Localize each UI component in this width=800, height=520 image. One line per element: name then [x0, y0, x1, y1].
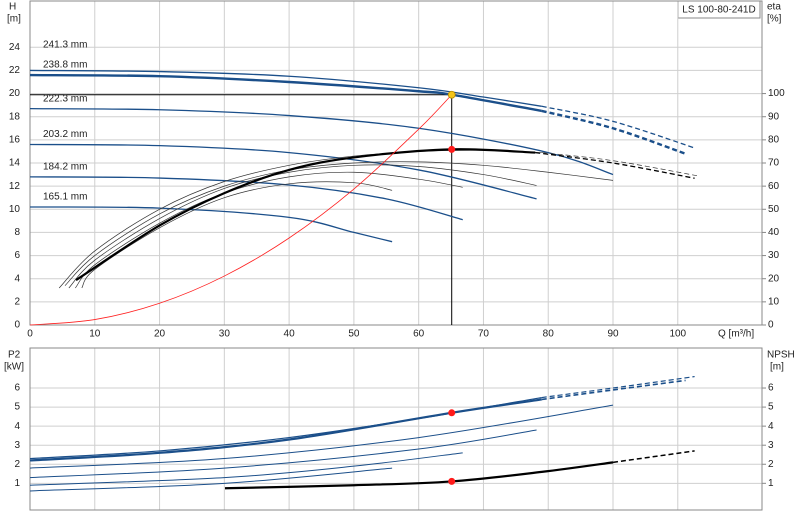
y-tick-label: 1: [14, 478, 20, 489]
curve: [29, 107, 614, 176]
x-axis-label: Q [m³/h]: [718, 329, 754, 340]
curve: [224, 461, 614, 490]
curve-label: 184.2 mm: [43, 162, 87, 173]
curve-label: 238.8 mm: [43, 60, 87, 71]
y2-tick-label: 50: [768, 204, 780, 215]
y2-tick-label: 1: [768, 478, 774, 489]
y-tick-label: 6: [14, 383, 20, 394]
duty-point: [447, 90, 456, 99]
duty-point: [448, 145, 456, 153]
y2-tick-label: 6: [768, 383, 774, 394]
y2-axis-label: eta: [767, 2, 781, 13]
curve: [68, 164, 537, 289]
y-tick-label: 2: [14, 296, 20, 307]
curve: [29, 176, 463, 221]
curve: [541, 375, 695, 399]
y2-tick-label: 2: [768, 459, 774, 470]
y-tick-label: 22: [9, 65, 21, 76]
x-tick-label: 0: [27, 329, 33, 340]
curve: [535, 151, 695, 179]
y-tick-label: 12: [9, 181, 21, 192]
y-tick-label: 18: [9, 111, 21, 122]
curve: [64, 161, 614, 286]
x-tick-label: 80: [543, 329, 555, 340]
curve: [29, 404, 614, 469]
curve: [541, 105, 695, 149]
y-axis-label: H: [9, 2, 16, 13]
y2-tick-label: 10: [768, 296, 780, 307]
y-tick-label: 4: [14, 273, 20, 284]
y-tick-label: 6: [14, 250, 20, 261]
y2-tick-label: 4: [768, 421, 774, 432]
y-tick-label: 20: [9, 88, 21, 99]
y-tick-label: 10: [9, 204, 21, 215]
y-tick-label: 8: [14, 227, 20, 238]
y2-tick-label: 40: [768, 227, 780, 238]
y-tick-label: 3: [14, 440, 20, 451]
y2-axis-label: NPSH: [767, 350, 795, 361]
x-tick-label: 100: [669, 329, 686, 340]
curve: [29, 452, 463, 486]
x-tick-label: 20: [154, 329, 166, 340]
x-tick-label: 60: [413, 329, 425, 340]
curve: [29, 467, 393, 492]
y-tick-label: 16: [9, 134, 21, 145]
y2-tick-label: 20: [768, 273, 780, 284]
y2-axis-unit: [%]: [767, 14, 782, 25]
y-tick-label: 14: [9, 158, 21, 169]
curve: [75, 171, 463, 289]
y2-axis-unit: [m]: [770, 362, 784, 373]
duty-point: [448, 409, 456, 417]
chart-title: LS 100-80-241D: [682, 5, 755, 16]
x-tick-label: 70: [478, 329, 490, 340]
duty-point: [448, 477, 456, 485]
y-axis-unit: [kW]: [4, 362, 24, 373]
x-tick-label: 90: [607, 329, 619, 340]
curve-label: 241.3 mm: [43, 40, 87, 51]
curve: [81, 181, 393, 289]
y2-tick-label: 30: [768, 250, 780, 261]
plot-frame: [29, 347, 763, 511]
y2-tick-label: 0: [768, 320, 774, 331]
curve-label: 222.3 mm: [43, 93, 87, 104]
y-axis-label: P2: [8, 350, 21, 361]
curve: [29, 429, 537, 479]
curve: [541, 152, 698, 177]
curve: [29, 398, 542, 462]
x-tick-label: 30: [219, 329, 231, 340]
curve: [541, 379, 686, 401]
y2-tick-label: 70: [768, 158, 780, 169]
y2-tick-label: 80: [768, 134, 780, 145]
y2-tick-label: 5: [768, 402, 774, 413]
curve: [29, 69, 542, 107]
y-tick-label: 0: [14, 320, 20, 331]
y-tick-label: 2: [14, 459, 20, 470]
plot-frame: [29, 0, 763, 326]
x-tick-label: 50: [348, 329, 360, 340]
y2-tick-label: 100: [768, 88, 785, 99]
curve-label: 203.2 mm: [43, 129, 87, 140]
y2-tick-label: 3: [768, 440, 774, 451]
y-axis-unit: [m]: [7, 14, 21, 25]
y2-tick-label: 90: [768, 111, 780, 122]
curve: [612, 450, 695, 464]
y-tick-label: 24: [9, 42, 21, 53]
curve: [541, 109, 686, 155]
curve: [29, 143, 537, 200]
y2-tick-label: 60: [768, 181, 780, 192]
curve: [29, 206, 393, 243]
x-tick-label: 40: [284, 329, 296, 340]
x-tick-label: 10: [89, 329, 101, 340]
curve: [29, 94, 452, 326]
y-tick-label: 5: [14, 402, 20, 413]
curve-label: 165.1 mm: [43, 192, 87, 203]
y-tick-label: 4: [14, 421, 20, 432]
